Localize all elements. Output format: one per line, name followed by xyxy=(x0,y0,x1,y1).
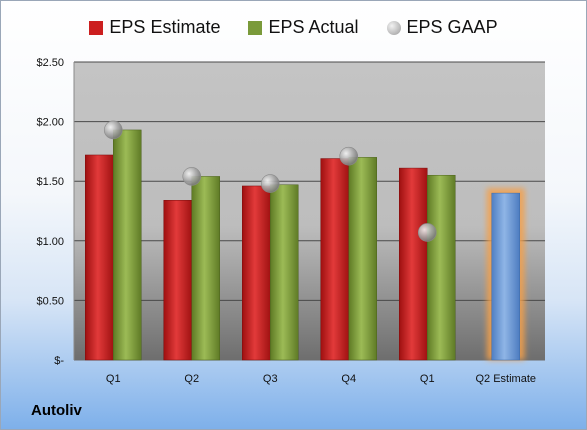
company-name: Autoliv xyxy=(31,402,82,419)
bar-eps-estimate xyxy=(85,154,114,361)
legend-item-gaap: EPS GAAP xyxy=(386,17,498,38)
x-tick-label: Q4 xyxy=(341,373,356,385)
y-tick-label: $- xyxy=(54,355,64,367)
x-tick-label: Q3 xyxy=(263,373,278,385)
bar-eps-estimate xyxy=(320,158,349,361)
legend-swatch-estimate xyxy=(89,20,104,35)
x-tick-label: Q1 xyxy=(106,373,121,385)
legend: EPS Estimate EPS Actual EPS GAAP xyxy=(1,17,586,38)
bar-eps-actual xyxy=(427,174,456,361)
x-tick-label: Q2 xyxy=(184,373,199,385)
legend-label-actual: EPS Actual xyxy=(268,17,359,37)
x-tick-label: Q1 xyxy=(420,373,435,385)
y-tick-label: $2.00 xyxy=(36,117,64,129)
legend-item-estimate: EPS Estimate xyxy=(89,17,220,38)
bar-next-quarter-estimate xyxy=(491,192,520,361)
point-eps-gaap xyxy=(103,120,123,140)
bar-eps-actual xyxy=(113,129,142,361)
x-tick-label: Q2 Estimate xyxy=(475,373,536,385)
point-eps-gaap xyxy=(260,174,280,193)
point-eps-gaap xyxy=(339,146,359,166)
point-eps-gaap xyxy=(182,167,202,186)
y-tick-label: $1.50 xyxy=(36,176,64,188)
y-tick-label: $2.50 xyxy=(36,57,64,69)
bar-eps-estimate xyxy=(399,167,428,361)
legend-label-gaap: EPS GAAP xyxy=(406,17,498,37)
point-eps-gaap xyxy=(417,223,437,242)
legend-item-actual: EPS Actual xyxy=(248,17,359,38)
bar-eps-estimate xyxy=(163,200,192,361)
legend-label-estimate: EPS Estimate xyxy=(109,17,221,37)
bar-eps-estimate xyxy=(242,185,271,361)
bar-eps-actual xyxy=(348,157,377,361)
plot-area xyxy=(74,62,545,360)
y-tick-label: $1.00 xyxy=(36,236,64,248)
bar-eps-actual xyxy=(191,176,220,361)
bar-eps-actual xyxy=(270,184,299,361)
legend-swatch-actual xyxy=(248,20,263,35)
y-tick-label: $0.50 xyxy=(36,295,64,307)
legend-swatch-gaap xyxy=(386,20,401,35)
